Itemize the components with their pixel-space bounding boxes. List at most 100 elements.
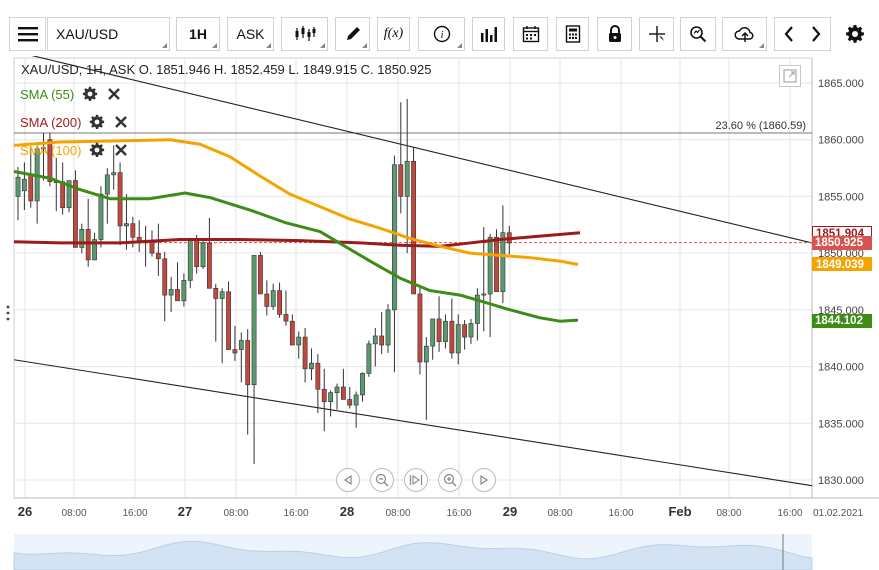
price-tag-last: 1850.925 [812,236,872,250]
candle-body [436,318,442,342]
price-tick-label: 1835.000 [818,418,864,430]
nav-reset-button[interactable] [404,468,428,492]
legend-sma-55: SMA (55) [20,86,122,102]
candle-body [334,386,340,393]
menu-button[interactable] [9,17,46,51]
candle-body [372,335,378,345]
candle-body [213,288,219,299]
candle-body [238,340,244,350]
sma-100-line [13,138,579,266]
candle-body [347,399,353,406]
candle-body [411,160,416,295]
chart-canvas[interactable]: 1865.0001860.0001855.0001850.0001845.000… [0,50,879,570]
gear-icon[interactable] [89,142,105,158]
price-tag-sma55: 1844.102 [812,314,872,328]
calculator-button[interactable] [556,17,589,51]
close-icon[interactable] [106,86,122,102]
candle-body [417,293,423,363]
zoom-button[interactable] [680,17,716,51]
time-tick-label: 29 [503,504,517,519]
hamburger-icon [17,27,38,42]
zoom-in-icon [443,473,457,487]
timeframe-select[interactable]: 1H [176,17,220,51]
candle-body [315,362,321,390]
indicators-button[interactable]: f(x) [377,17,410,51]
drag-handle-icon[interactable] [6,304,10,322]
candle-body [245,340,251,386]
symbol-value: XAU/USD [56,26,119,42]
dropdown-corner-icon [362,43,367,48]
candle-body [60,181,66,209]
chart-toolbar: XAU/USD 1H ASK f(x) [0,0,879,56]
candle-body [258,255,263,295]
cloud-button[interactable] [722,17,767,51]
candle-body [494,236,499,293]
candle-body [207,242,212,289]
time-tick-label: 08:00 [61,508,86,519]
time-tick-label: 16:00 [608,508,633,519]
candle-body [104,174,110,195]
nav-zoom-out-button[interactable] [370,468,394,492]
candle-body [66,180,72,209]
candle-body [47,139,53,182]
crosshair-button[interactable] [639,17,674,51]
nav-next-button[interactable] [472,468,496,492]
time-tick-label: Feb [668,504,691,519]
expand-button[interactable] [779,65,801,87]
candle-body [289,320,295,346]
nav-prev-button[interactable] [336,468,360,492]
candle-body [455,324,461,354]
draw-tool-button[interactable] [335,17,370,51]
scroll-buttons [774,17,831,51]
price-chart[interactable]: 1865.000 1860.000 1855.000 1850.000 1845.000… [0,50,879,570]
candle-body [155,252,161,260]
candle-body [232,349,238,354]
candle-body [270,290,276,307]
candle-body [149,241,155,254]
candle-body [181,280,187,302]
close-icon[interactable] [113,114,129,130]
candle-body [487,236,493,295]
volume-button[interactable] [472,17,505,51]
candle-body [385,309,391,346]
chevron-right-icon[interactable] [810,25,822,43]
sma-55-line [13,170,579,323]
info-button[interactable]: i [418,17,465,51]
nav-zoom-in-button[interactable] [438,468,462,492]
candle-body [98,193,104,240]
calendar-button[interactable] [513,17,548,51]
gear-icon[interactable] [89,114,105,130]
dropdown-corner-icon [266,43,271,48]
candle-body [28,174,34,202]
gear-icon[interactable] [82,86,98,102]
candle-body [175,289,180,302]
price-tick-label: 1845.000 [818,305,864,317]
indicator-label: SMA (200) [20,114,82,130]
function-label: f(x) [383,26,404,41]
bar-chart-icon [480,27,497,42]
symbol-select[interactable]: XAU/USD [47,17,170,51]
chart-type-button[interactable] [281,17,328,51]
time-tick-label: 27 [178,504,192,519]
settings-button[interactable] [838,17,872,51]
ohlc-readout: XAU/USD, 1H, ASK O. 1851.946 H. 1852.459… [21,62,432,77]
chevron-left-icon[interactable] [783,25,795,43]
candle-body [360,373,365,396]
gear-icon [846,25,864,43]
zoom-out-icon [375,473,389,487]
expand-icon [783,69,797,83]
candle-body [124,223,129,227]
info-icon: i [433,25,450,43]
candle-body [130,223,136,238]
candle-body [79,229,85,248]
calculator-icon [565,25,580,43]
candle-body [443,320,448,342]
price-tick-label: 1830.000 [818,475,864,487]
lock-button[interactable] [597,17,632,51]
legend-sma-200: SMA (200) [20,114,129,130]
close-icon[interactable] [113,142,129,158]
time-tick-label: 16:00 [446,508,471,519]
price-type-select[interactable]: ASK [227,17,274,51]
time-tick-label: 26 [18,504,32,519]
